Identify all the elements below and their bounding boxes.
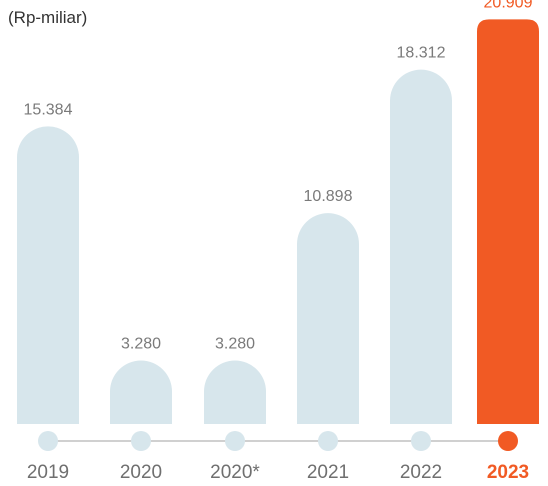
timeline-dot-2022 [411, 431, 431, 451]
bar-2020* [204, 360, 266, 424]
timeline-dot-2020 [131, 431, 151, 451]
bar-2020 [110, 360, 172, 424]
value-label-2023: 20.909 [484, 0, 533, 11]
value-label-2021: 10.898 [304, 188, 353, 205]
category-label-2019: 2019 [27, 462, 69, 483]
bar-2022 [390, 69, 452, 425]
timeline-dot-2019 [38, 431, 58, 451]
timeline-dot-2023 [498, 431, 518, 451]
timeline-dot-2021 [318, 431, 338, 451]
category-label-2020: 2020 [120, 462, 162, 483]
value-label-2020*: 3.280 [215, 336, 255, 353]
value-label-2019: 15.384 [24, 101, 73, 118]
labels-layer: 15.384 2019 3.280 2020 3.280 2020* 10.898 2021 1… [24, 0, 533, 483]
bars-layer [17, 19, 539, 425]
category-label-2020*: 2020* [210, 462, 260, 483]
bar-2021 [297, 213, 359, 424]
value-label-2022: 18.312 [397, 45, 446, 62]
unit-label: (Rp-miliar) [8, 8, 88, 27]
bar-2023 [477, 19, 539, 425]
category-label-2023: 2023 [487, 462, 529, 483]
timeline-layer [38, 431, 518, 451]
category-label-2021: 2021 [307, 462, 349, 483]
bar-2019 [17, 126, 79, 424]
timeline-dot-2020* [225, 431, 245, 451]
category-label-2022: 2022 [400, 462, 442, 483]
value-label-2020: 3.280 [121, 336, 161, 353]
